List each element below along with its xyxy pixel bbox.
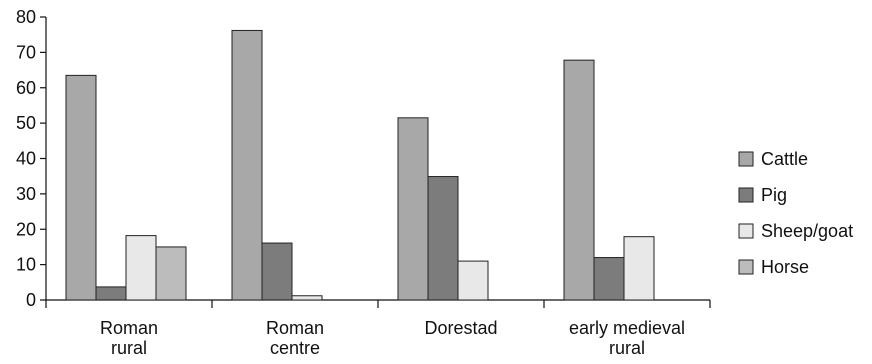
legend-swatch [738,223,754,239]
bar-pig [593,257,625,301]
y-tick-label: 0 [26,290,36,310]
bar-pig [95,286,127,301]
bar-sheep-goat [457,260,489,301]
bar-sheep-goat [623,236,655,301]
x-category-label: rural [609,338,645,358]
x-category-label: rural [111,338,147,358]
bars [65,29,655,301]
bar-cattle [231,29,263,301]
legend: Cattle Pig Sheep/goat Horse [738,149,853,277]
legend-label: Cattle [761,149,808,169]
y-tick-label: 20 [16,219,36,239]
x-category-label: centre [270,338,320,358]
x-category-label: Dorestad [424,318,497,338]
bar-sheep-goat [291,295,323,301]
legend-label: Sheep/goat [761,221,853,241]
x-category-label: Roman [266,318,324,338]
legend-swatch [738,187,754,203]
y-tick-label: 40 [16,149,36,169]
bar-cattle [563,59,595,301]
y-tick-label: 80 [16,7,36,27]
y-tick-label: 60 [16,78,36,98]
y-axis: 0 10 20 30 40 50 60 70 80 [16,7,47,310]
bar-horse [155,246,187,301]
x-category-label: Roman [100,318,158,338]
legend-swatch [738,259,754,275]
legend-label: Pig [761,185,787,205]
y-tick-label: 10 [16,255,36,275]
bar-cattle [65,74,97,301]
y-tick-label: 70 [16,42,36,62]
legend-label: Horse [761,257,809,277]
bar-pig [427,176,459,301]
y-tick-label: 50 [16,113,36,133]
bar-sheep-goat [125,235,157,301]
bar-cattle [397,117,429,301]
x-category-label: early medieval [569,318,685,338]
legend-swatch [738,151,754,167]
y-tick-label: 30 [16,184,36,204]
bar-pig [261,242,293,301]
